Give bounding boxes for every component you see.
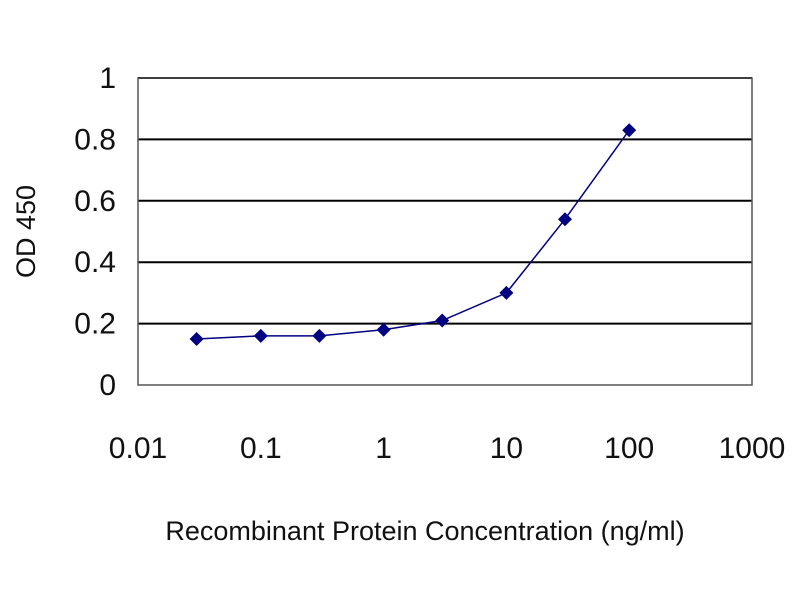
data-point-diamond	[557, 212, 572, 227]
data-point-diamond	[499, 285, 514, 300]
data-point-diamond	[312, 328, 327, 343]
data-point-diamond	[253, 328, 268, 343]
y-axis-title: OD 450	[11, 185, 41, 278]
gridlines	[138, 77, 752, 325]
x-tick-label: 0.1	[240, 432, 282, 465]
series-line	[196, 129, 630, 340]
data-point-diamond	[376, 322, 391, 337]
y-tick-label: 0	[99, 369, 116, 402]
x-tick-label: 0.01	[109, 432, 167, 465]
y-tick-label: 0.2	[74, 308, 116, 341]
y-tick-label: 0.8	[74, 123, 116, 156]
data-point-diamond	[189, 331, 204, 346]
y-tick-label: 0.4	[74, 246, 116, 279]
series-layer	[189, 123, 637, 346]
x-tick-label: 1000	[719, 432, 786, 465]
y-tick-label: 0.6	[74, 185, 116, 218]
y-tick-labels: 0 0.2 0.4 0.6 0.8 1	[74, 62, 116, 402]
x-tick-label: 100	[604, 432, 654, 465]
x-axis-title: Recombinant Protein Concentration (ng/ml…	[165, 516, 684, 546]
y-tick-label: 1	[99, 62, 116, 95]
data-point-diamond	[435, 313, 450, 328]
x-tick-labels: 0.01 0.1 1 10 100 1000	[109, 432, 786, 465]
x-tick-label: 10	[490, 432, 523, 465]
x-tick-label: 1	[375, 432, 392, 465]
plot-area-frame	[137, 77, 753, 386]
data-point-diamond	[622, 123, 637, 138]
